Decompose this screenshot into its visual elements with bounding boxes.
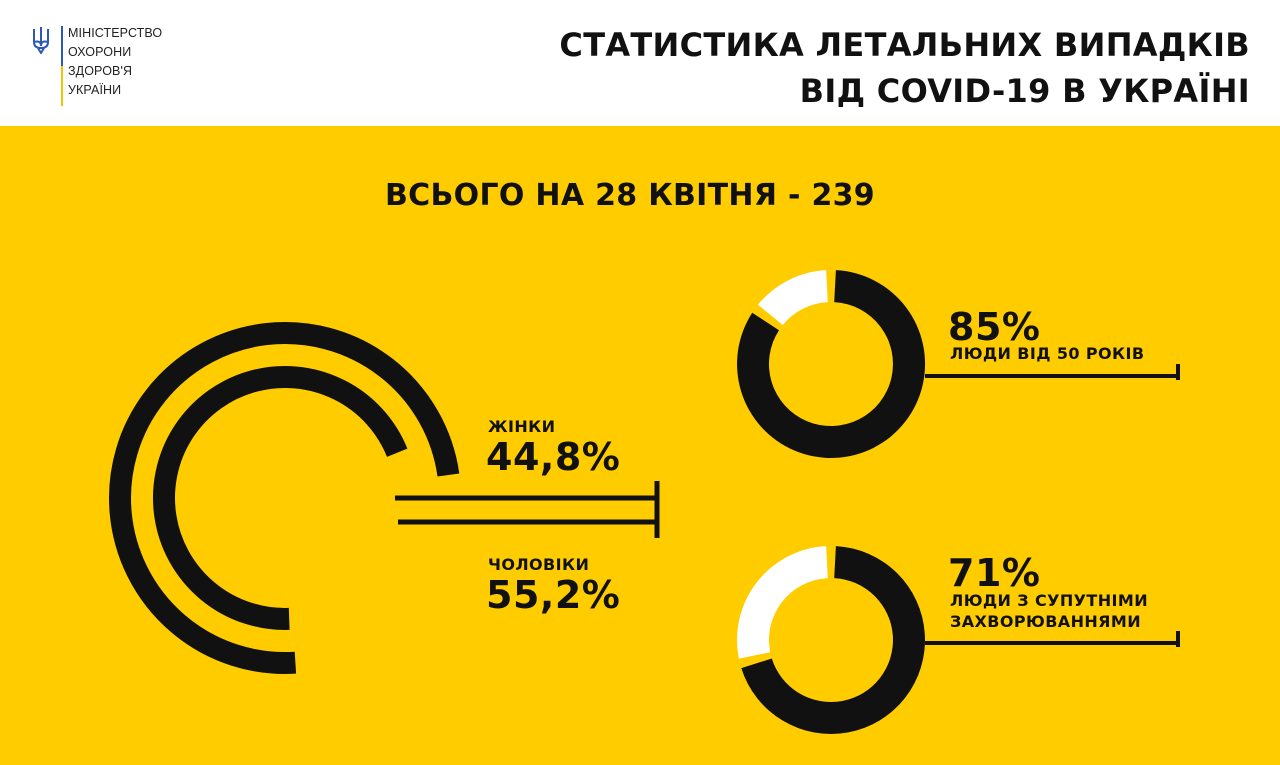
age-label: ЛЮДИ ВІД 50 РОКІВ (950, 344, 1145, 363)
age-value-label: 85% (948, 305, 1041, 349)
gender-connector-men (398, 508, 660, 538)
comorbidity-chart (737, 546, 1180, 734)
gender-arc-women (153, 365, 408, 630)
women-value-label: 44,8% (486, 435, 621, 479)
page-title-line-2: ВІД COVID-19 В УКРАЇНІ (799, 72, 1250, 110)
charts-canvas (109, 270, 1180, 734)
gender-chart (109, 322, 660, 675)
logo-line-4: УКРАЇНИ (68, 83, 122, 97)
comorbidity-label: ЛЮДИ З СУПУТНІМИ ЗАХВОРЮВАННЯМИ (950, 591, 1148, 631)
ministry-logo: МІНІСТЕРСТВО ОХОРОНИ ЗДОРОВ'Я УКРАЇНИ (30, 24, 190, 114)
age-donut-value (737, 270, 926, 458)
stats-panel: ВСЬОГО НА 28 КВІТНЯ - 239 ЖІНКИ 44,8% ЧО… (0, 126, 1280, 765)
gender-connector-women (395, 481, 660, 514)
logo-line-1: МІНІСТЕРСТВО (68, 26, 163, 40)
logo-line-3: ЗДОРОВ'Я (68, 64, 133, 78)
age-chart (737, 270, 1180, 458)
gender-arc-men (109, 322, 460, 675)
logo-text: МІНІСТЕРСТВО ОХОРОНИ ЗДОРОВ'Я УКРАЇНИ (68, 24, 198, 100)
men-label: ЧОЛОВІКИ (488, 555, 590, 574)
comorbidity-donut-remainder (737, 546, 828, 659)
logo-line-2: ОХОРОНИ (68, 45, 132, 59)
logo-divider (61, 26, 63, 106)
comorbidity-value-label: 71% (948, 551, 1041, 595)
trident-icon (33, 27, 49, 54)
total-deaths-heading: ВСЬОГО НА 28 КВІТНЯ - 239 (385, 178, 875, 213)
age-donut-remainder (757, 270, 828, 325)
comorbidity-donut-value (741, 546, 925, 734)
comorbidity-connector (925, 631, 1180, 647)
header: МІНІСТЕРСТВО ОХОРОНИ ЗДОРОВ'Я УКРАЇНИ СТ… (0, 0, 1280, 126)
men-value-label: 55,2% (486, 573, 621, 617)
page-title-line-1: СТАТИСТИКА ЛЕТАЛЬНИХ ВИПАДКІВ (559, 26, 1250, 64)
women-label: ЖІНКИ (488, 417, 556, 436)
age-connector (925, 364, 1180, 380)
page-title: СТАТИСТИКА ЛЕТАЛЬНИХ ВИПАДКІВ ВІД COVID-… (559, 22, 1250, 114)
